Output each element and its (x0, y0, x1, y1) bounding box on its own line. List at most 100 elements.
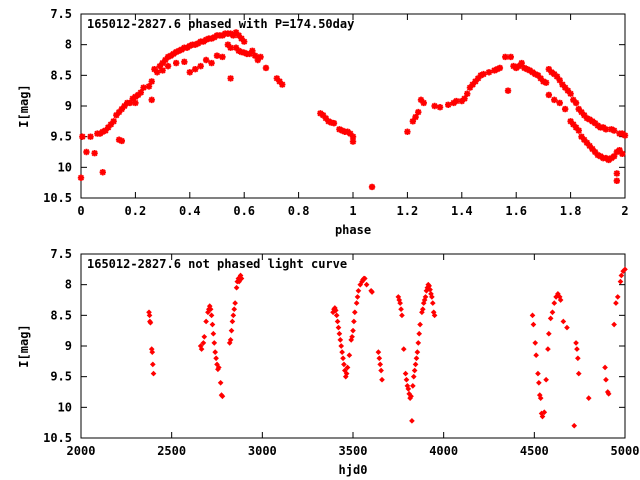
data-point (249, 47, 256, 54)
data-point (594, 151, 601, 159)
data-point (431, 312, 438, 319)
data-point (575, 105, 582, 113)
data-point (551, 96, 558, 104)
data-point (99, 169, 106, 176)
x-tick-label: 4500 (520, 444, 549, 458)
data-point (192, 66, 199, 73)
data-point (175, 47, 183, 54)
data-point (87, 133, 94, 140)
data-point (219, 53, 226, 61)
data-point (408, 393, 414, 400)
data-point (574, 346, 580, 352)
data-point (186, 69, 193, 76)
data-point (251, 52, 259, 59)
data-point (322, 115, 329, 122)
data-point (159, 67, 166, 74)
data-point (126, 99, 134, 107)
data-point (532, 70, 539, 78)
data-point (545, 66, 553, 73)
data-point (536, 379, 542, 386)
data-point (379, 376, 385, 383)
data-point (231, 306, 238, 313)
data-point (477, 72, 485, 79)
data-point (445, 101, 452, 108)
data-point (543, 376, 549, 383)
data-point (431, 102, 438, 110)
data-point (567, 118, 574, 125)
data-point (79, 133, 86, 140)
data-point (578, 133, 585, 140)
data-point (610, 127, 618, 134)
data-point (217, 379, 224, 386)
data-point (148, 96, 155, 104)
data-point (398, 306, 404, 313)
data-point (491, 67, 498, 74)
data-point (404, 128, 411, 135)
data-point (110, 118, 117, 125)
data-point (192, 41, 199, 48)
data-point (608, 126, 615, 133)
data-point (397, 300, 403, 306)
data-point (611, 321, 617, 328)
y-axis-label: I[mag] (17, 84, 31, 127)
y-tick-label: 7.5 (50, 247, 72, 261)
data-point (436, 104, 444, 111)
data-point (351, 318, 357, 325)
data-point (561, 84, 569, 91)
data-point (235, 32, 242, 39)
data-point (209, 321, 216, 328)
data-point (208, 35, 215, 42)
data-point (420, 99, 427, 107)
x-tick-label: 0.6 (233, 204, 255, 218)
data-point (207, 306, 214, 313)
data-point (507, 53, 514, 61)
x-axis-label: hjd0 (339, 463, 368, 477)
data-point (378, 367, 384, 374)
data-point (518, 59, 525, 67)
data-point (83, 148, 90, 156)
x-tick-label: 1.8 (560, 204, 582, 218)
data-point (429, 294, 435, 300)
data-point (334, 318, 341, 325)
plot-frame (80, 13, 626, 199)
data-point (354, 294, 361, 300)
data-point (400, 346, 407, 352)
data-point (399, 312, 405, 319)
data-point (346, 352, 353, 359)
data-point (617, 278, 624, 285)
data-point (279, 81, 286, 88)
x-tick-label: 2500 (157, 444, 186, 458)
data-point (363, 281, 370, 288)
data-point (238, 35, 245, 42)
data-point (333, 312, 340, 319)
data-point (232, 44, 240, 51)
data-point (551, 300, 558, 306)
data-point (567, 90, 574, 97)
data-point (173, 48, 180, 56)
data-point (561, 105, 569, 113)
data-point (405, 386, 412, 392)
data-point (591, 119, 599, 127)
data-point (353, 300, 360, 306)
data-point (621, 132, 629, 139)
data-point (521, 64, 528, 72)
x-tick-label: 1.2 (397, 204, 419, 218)
data-point (410, 373, 417, 380)
y-axis-label: I[mag] (17, 324, 31, 367)
data-point (413, 355, 420, 362)
data-point (227, 337, 234, 343)
x-tick-label: 3500 (339, 444, 368, 458)
x-tick-label: 5000 (611, 444, 640, 458)
data-point (91, 150, 98, 157)
data-point (224, 41, 232, 48)
y-tick-label: 9 (65, 99, 72, 113)
data-point (105, 124, 112, 131)
phased-light-curve-panel: 0 0.2 0.4 0.6 0.8 1 1.2 1.4 1.6 1.8 2 7.5 8 8.5 9 9.5 10… (17, 7, 629, 237)
data-point (273, 75, 281, 82)
data-point (603, 376, 609, 383)
data-point (453, 97, 460, 105)
data-point (560, 318, 567, 325)
data-point (232, 300, 238, 306)
data-point (610, 153, 618, 160)
data-point (276, 78, 283, 85)
